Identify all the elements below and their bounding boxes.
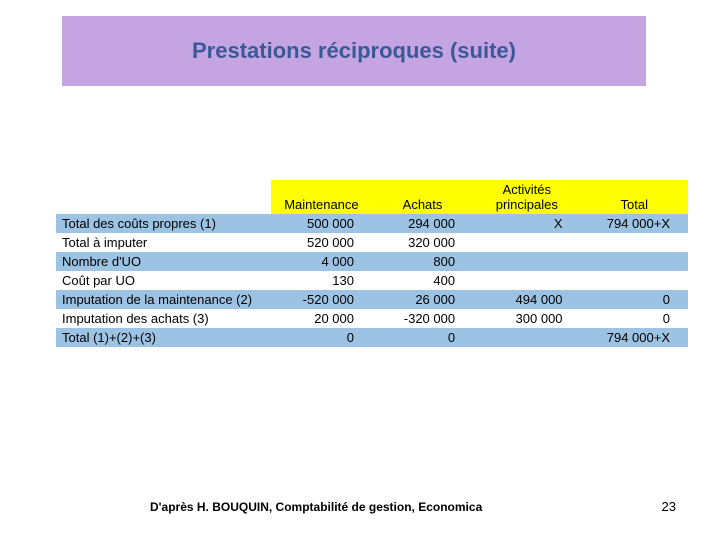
row-cell: 520 000 — [271, 233, 372, 252]
cost-table-container: Maintenance Achats Activités principales… — [56, 180, 688, 347]
table-row: Coût par UO130400 — [56, 271, 688, 290]
row-label: Total (1)+(2)+(3) — [56, 328, 271, 347]
row-cell — [473, 271, 580, 290]
row-cell: 400 — [372, 271, 473, 290]
row-cell: 294 000 — [372, 214, 473, 233]
row-cell: 494 000 — [473, 290, 580, 309]
row-cell: 0 — [581, 290, 688, 309]
row-cell — [581, 271, 688, 290]
row-cell: 794 000+X — [581, 328, 688, 347]
row-cell: 800 — [372, 252, 473, 271]
table-row: Imputation des achats (3)20 000-320 0003… — [56, 309, 688, 328]
cost-table: Maintenance Achats Activités principales… — [56, 180, 688, 347]
table-header: Maintenance Achats Activités principales… — [56, 180, 688, 214]
table-row: Total des coûts propres (1)500 000294 00… — [56, 214, 688, 233]
row-label: Coût par UO — [56, 271, 271, 290]
table-row: Total (1)+(2)+(3)00794 000+X — [56, 328, 688, 347]
row-cell: 26 000 — [372, 290, 473, 309]
row-cell: 320 000 — [372, 233, 473, 252]
page-number: 23 — [662, 499, 676, 514]
row-cell — [473, 252, 580, 271]
row-cell: -520 000 — [271, 290, 372, 309]
title-bar: Prestations réciproques (suite) — [62, 16, 646, 86]
row-label: Total des coûts propres (1) — [56, 214, 271, 233]
row-label: Total à imputer — [56, 233, 271, 252]
row-label: Imputation de la maintenance (2) — [56, 290, 271, 309]
col-header-activites: Activités principales — [473, 180, 580, 214]
col-header-achats: Achats — [372, 180, 473, 214]
row-cell — [473, 233, 580, 252]
page-title: Prestations réciproques (suite) — [192, 38, 516, 64]
table-row: Imputation de la maintenance (2)-520 000… — [56, 290, 688, 309]
row-cell: 130 — [271, 271, 372, 290]
row-cell — [581, 252, 688, 271]
row-cell — [581, 233, 688, 252]
row-label: Nombre d'UO — [56, 252, 271, 271]
row-label: Imputation des achats (3) — [56, 309, 271, 328]
col-header-blank — [56, 180, 271, 214]
row-cell: 4 000 — [271, 252, 372, 271]
row-cell — [473, 328, 580, 347]
table-body: Total des coûts propres (1)500 000294 00… — [56, 214, 688, 347]
row-cell: 0 — [372, 328, 473, 347]
row-cell: X — [473, 214, 580, 233]
row-cell: 500 000 — [271, 214, 372, 233]
row-cell: 0 — [271, 328, 372, 347]
table-row: Nombre d'UO4 000800 — [56, 252, 688, 271]
row-cell: 300 000 — [473, 309, 580, 328]
row-cell: 20 000 — [271, 309, 372, 328]
row-cell: 794 000+X — [581, 214, 688, 233]
row-cell: 0 — [581, 309, 688, 328]
table-row: Total à imputer520 000320 000 — [56, 233, 688, 252]
row-cell: -320 000 — [372, 309, 473, 328]
col-header-maintenance: Maintenance — [271, 180, 372, 214]
footer-citation: D'après H. BOUQUIN, Comptabilité de gest… — [150, 500, 482, 514]
col-header-total: Total — [581, 180, 688, 214]
